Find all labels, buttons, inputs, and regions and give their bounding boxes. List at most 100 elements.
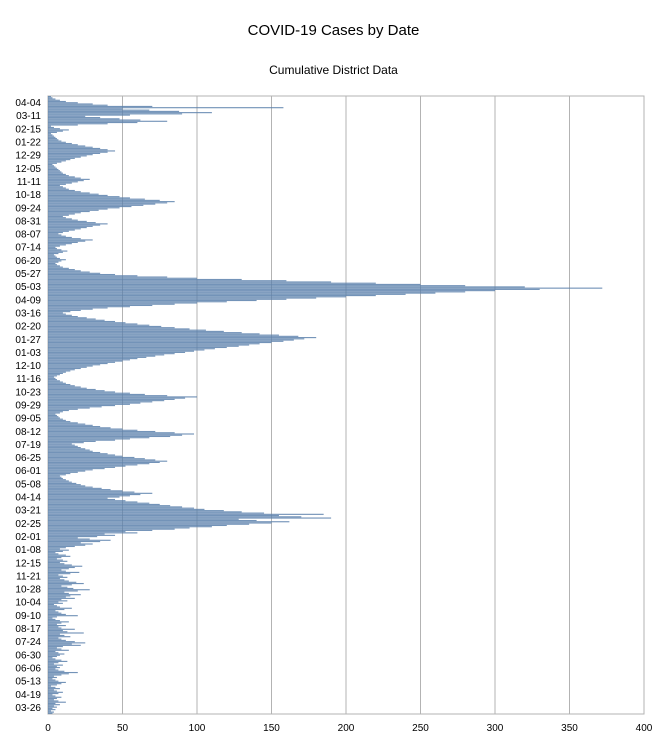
bar [48,534,116,536]
bar [48,224,101,226]
bar [48,438,130,440]
bar [48,186,63,188]
bar [48,704,60,706]
bar [48,337,317,339]
bar [48,246,56,248]
bar [48,183,66,185]
bar [48,136,56,138]
x-tick-label: 0 [45,723,51,734]
bar [48,201,175,203]
bar [48,571,80,573]
y-tick-label: 05-13 [15,677,41,688]
bar [48,680,59,682]
bar [48,204,144,206]
bar [48,604,54,606]
bar [48,508,205,510]
bar [48,316,78,318]
bar [48,555,71,557]
bar [48,207,120,209]
y-tick-label: 01-08 [15,545,41,556]
bar [48,658,56,660]
bar [48,264,57,266]
bar [48,304,153,307]
bar [48,319,105,321]
bar [48,173,66,176]
bar [48,248,57,250]
bar [48,550,63,552]
bar [48,124,78,126]
bar [48,409,69,412]
bar [48,252,59,255]
bar [48,632,84,634]
bar [48,245,60,247]
bar [48,505,171,507]
bar [48,377,56,379]
y-tick-label: 06-01 [15,466,41,477]
y-tick-label: 06-20 [15,256,41,267]
bar [48,442,84,444]
bar [48,379,57,381]
bar [48,439,116,441]
bar [48,257,60,260]
bar [48,146,93,148]
bar [48,648,62,650]
bar [48,697,57,700]
bar [48,637,59,639]
bar [48,544,86,546]
bar [48,552,56,554]
bar [48,396,197,398]
bar [48,130,63,132]
bar [48,175,69,177]
y-tick-label: 05-03 [15,282,41,293]
bar [48,97,53,99]
bar [48,254,54,256]
bar [48,351,186,353]
bar [48,370,71,372]
bar [48,486,93,488]
y-tick-label: 04-04 [15,98,41,109]
bar [48,210,90,213]
bar [48,121,138,124]
bar [48,566,75,569]
chart-subtitle: Cumulative District Data [269,63,398,77]
bar [48,218,72,220]
bar [48,108,123,110]
bar [48,131,57,133]
bar [48,231,63,234]
bar [48,613,66,616]
bar [48,145,86,147]
bar [48,113,183,115]
bar [48,361,116,363]
bar [48,511,242,513]
x-tick-label: 400 [636,723,653,734]
bar [48,600,68,602]
y-tick-label: 01-22 [15,138,41,149]
bar [48,159,71,161]
y-tick-label: 02-20 [15,322,41,333]
bar [48,197,130,199]
bar [48,388,96,391]
bar [48,330,224,332]
y-tick-label: 11-21 [16,571,41,582]
bar [48,350,195,352]
bar [48,533,105,535]
bar [48,133,51,135]
bar [48,540,101,543]
bar [48,307,108,309]
bar [48,665,57,667]
bar [48,184,60,187]
y-tick-label: 01-03 [15,348,41,359]
bar [48,607,72,609]
bar [48,628,75,630]
bar [48,474,66,476]
bar [48,217,66,219]
bar [48,563,65,565]
bar [48,591,65,593]
bar [48,527,190,529]
bar [48,451,101,454]
bar [48,512,265,514]
bar [48,481,72,483]
bar [48,695,56,697]
bar [48,292,436,294]
